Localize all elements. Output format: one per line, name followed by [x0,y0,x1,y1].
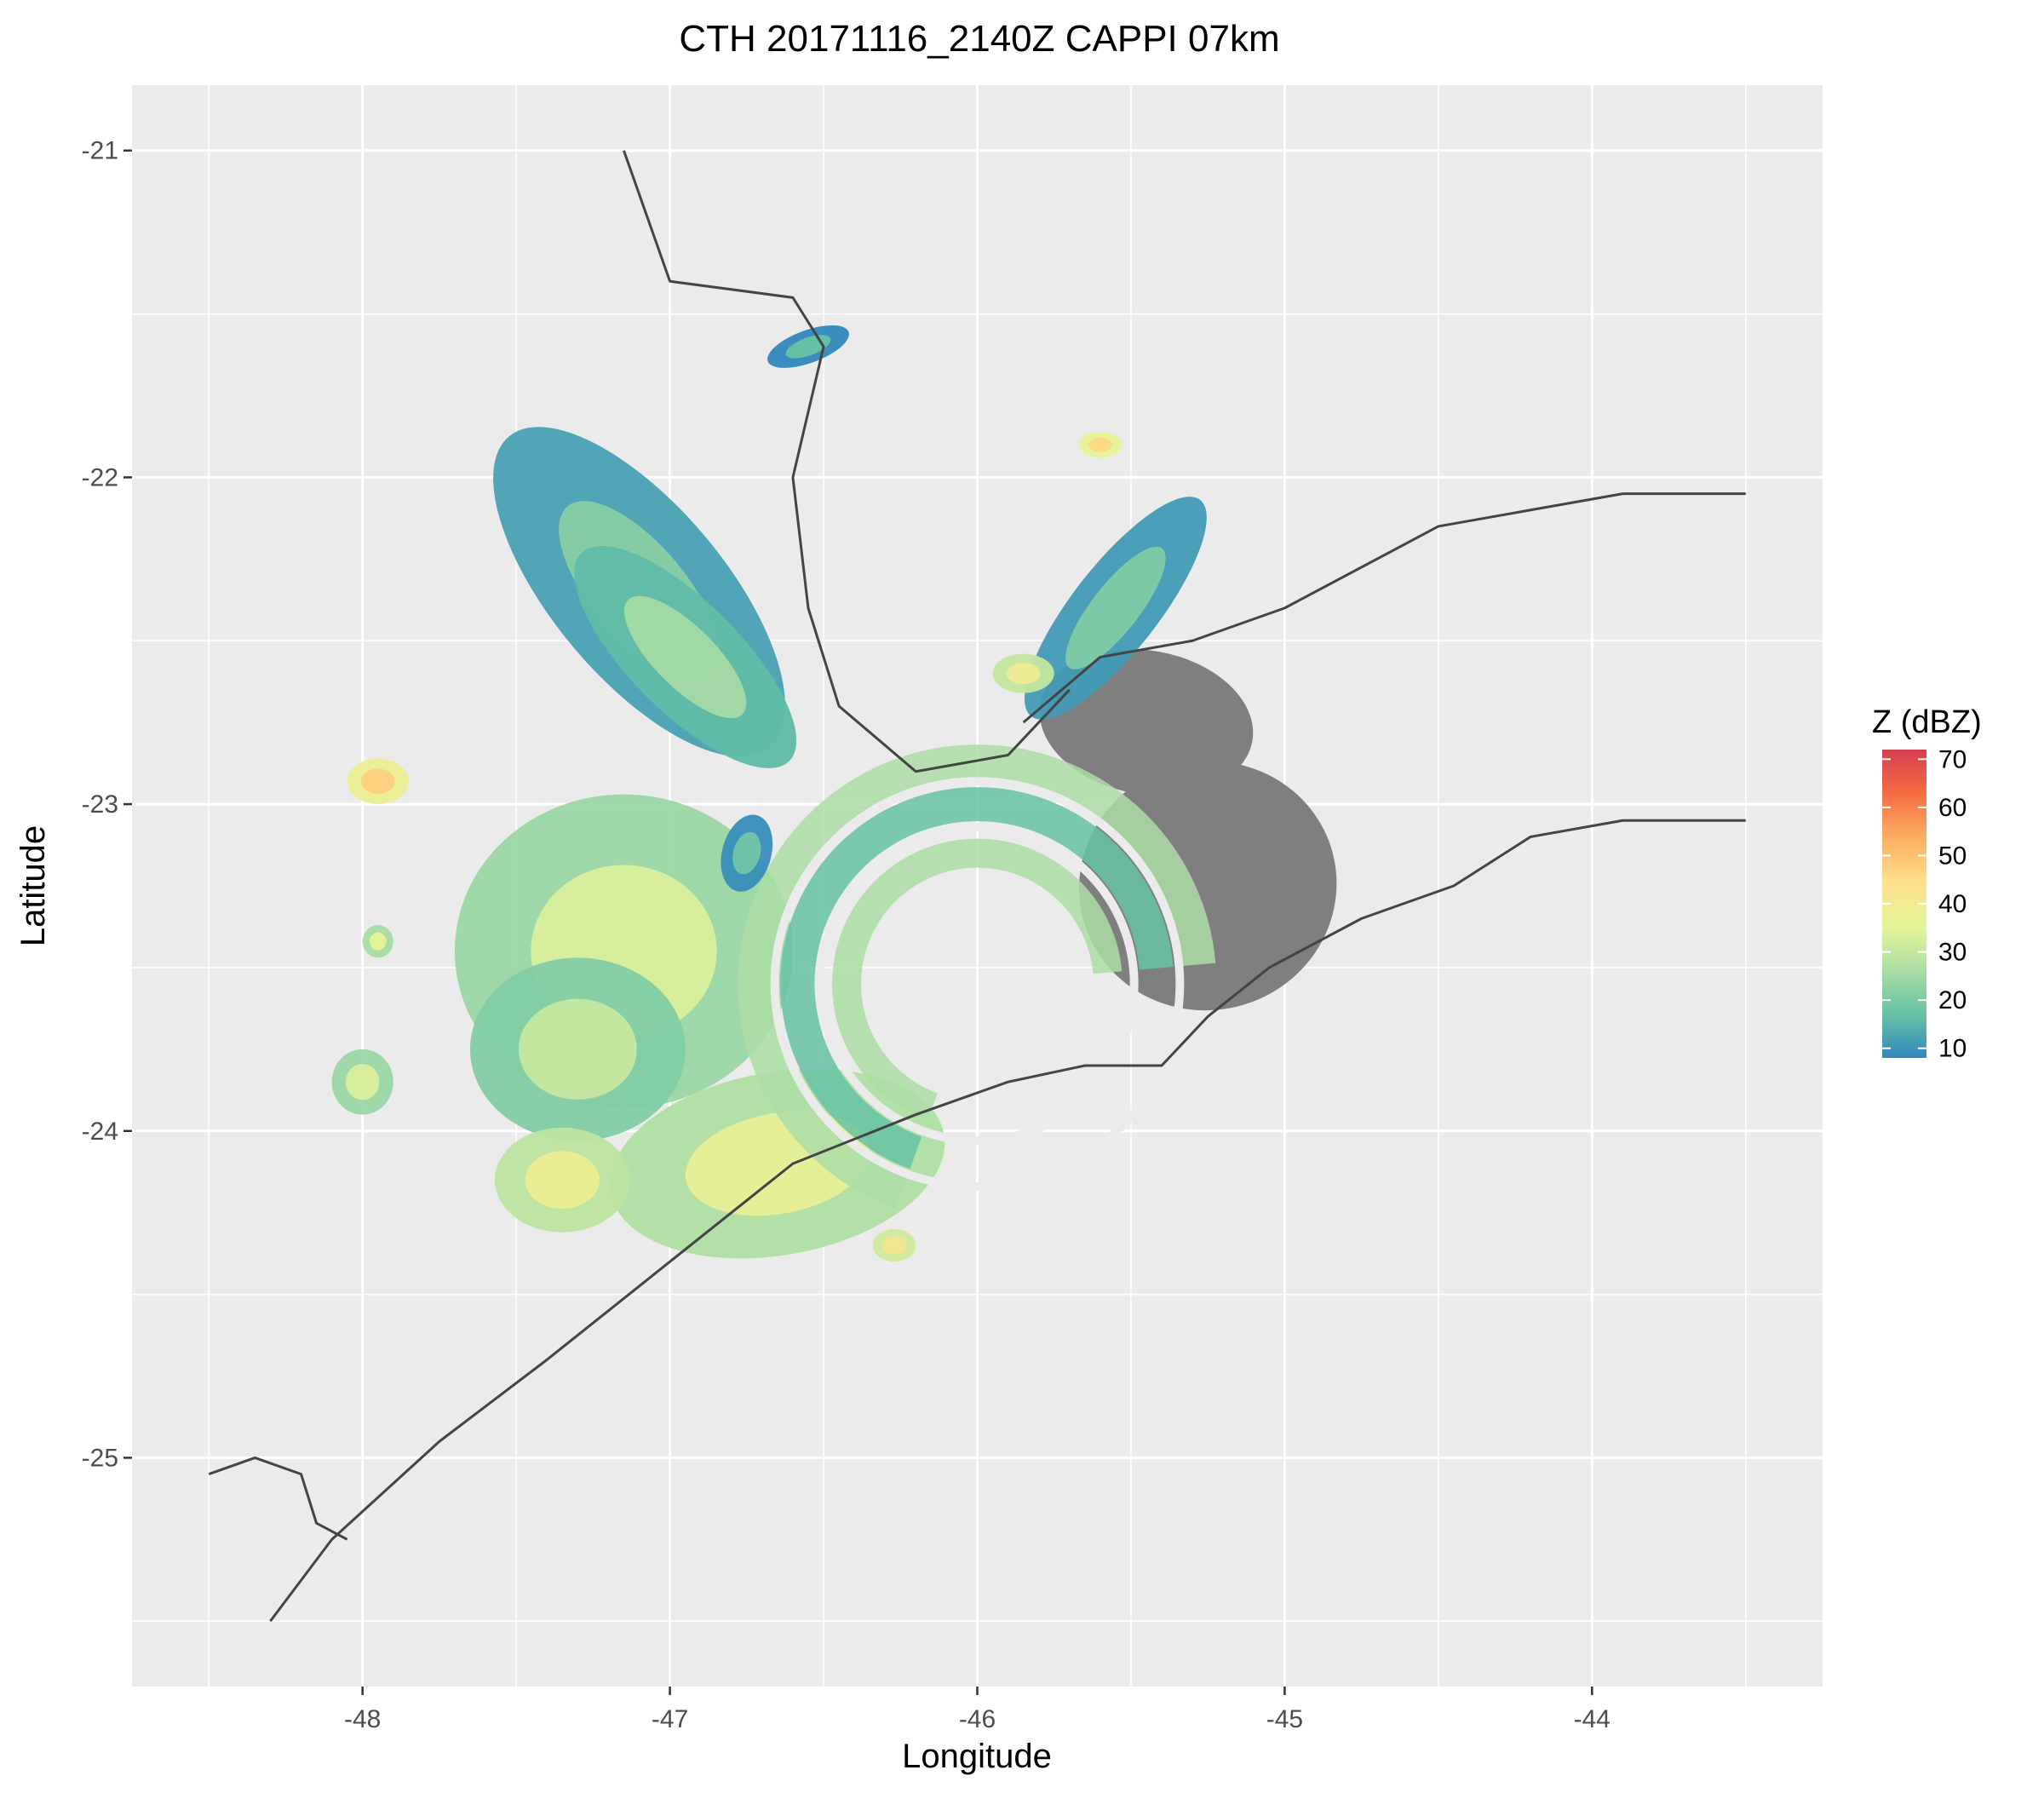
range-ring-gap [770,777,1185,1191]
legend-tick-label: 30 [1938,939,1966,967]
x-axis-label: Longitude [902,1738,1052,1775]
legend-ticks: 10 20 30 40 50 60 70 [1882,745,1966,1063]
y-tick-label: -24 [82,1118,118,1146]
state-border-south [208,1456,348,1541]
chart-title: CTH 20171116_2140Z CAPPI 07km [679,18,1279,60]
y-tick-label: -21 [82,137,118,165]
coastline [269,819,1746,1623]
echo-cell [362,925,393,958]
echo-core [345,1064,380,1101]
echo-cell [347,758,409,805]
echo-core [732,831,761,875]
echo-core [1006,662,1041,685]
x-tick-label: -47 [652,1705,688,1733]
state-border-northeast [1022,492,1746,724]
y-tick-label: -22 [82,463,118,491]
legend-tick-label: 70 [1938,745,1966,773]
state-border-inland [623,150,1071,773]
legend: Z (dBZ) 10 20 30 40 50 60 70 [1872,704,1982,1063]
legend-tick-label: 50 [1938,842,1966,870]
y-axis-label: Latitude [14,825,52,946]
echo-core [518,998,637,1100]
echo-core [882,1236,906,1255]
x-axis: -48 -47 -46 -45 -44 [344,1687,1611,1733]
echo-cell [574,545,797,768]
x-tick-label: -48 [344,1705,381,1733]
echo-ring [780,787,1174,1169]
echo-core [623,595,747,719]
legend-title: Z (dBZ) [1872,704,1982,740]
y-tick-label: -25 [82,1444,118,1472]
coastline-layer [208,150,1746,1623]
x-tick-label: -46 [959,1705,996,1733]
echo-cell [494,1127,630,1233]
echo-core [369,932,387,951]
legend-tick-label: 20 [1938,986,1966,1014]
echo-cell [992,653,1054,693]
x-tick-label: -45 [1266,1705,1303,1733]
echo-core [525,1151,600,1210]
echo-cell [470,957,686,1141]
echo-cell [1078,431,1122,458]
echo-core [1088,437,1112,452]
legend-tick-label: 40 [1938,890,1966,918]
echo-core [1065,546,1166,670]
legend-tick-label: 60 [1938,794,1966,822]
echo-ring [738,744,1216,1210]
y-tick-label: -23 [82,790,118,819]
x-tick-label: -44 [1574,1705,1611,1733]
radar-range-rings [738,744,1216,1210]
echo-cell [1025,497,1207,720]
y-axis: -21 -22 -23 -24 -25 [82,137,132,1472]
echo-cell [721,814,773,892]
echo-core [360,768,395,794]
legend-tick-label: 10 [1938,1035,1966,1063]
echo-cell [331,1049,393,1115]
echo-ring [832,838,1122,1121]
echo-cell [872,1228,916,1262]
range-ring-gap [816,822,1139,1146]
